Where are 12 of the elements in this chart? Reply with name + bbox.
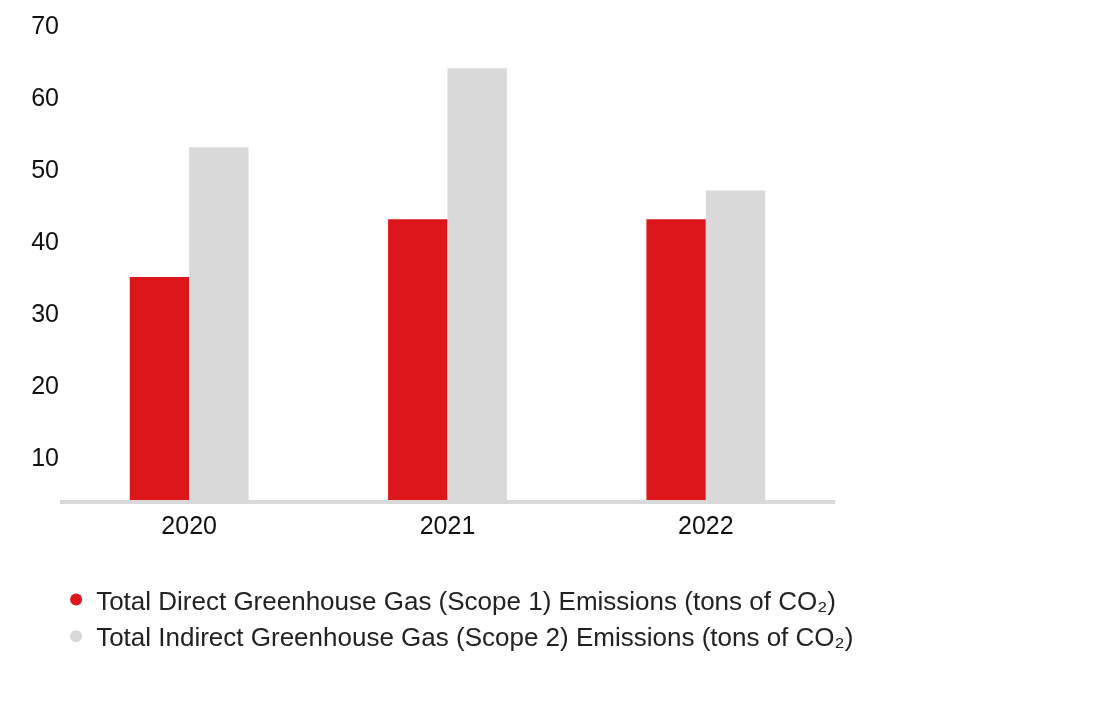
x-tick-label: 2021 (419, 511, 476, 539)
y-tick-label: 20 (31, 370, 59, 399)
y-tick-label: 40 (31, 226, 59, 255)
x-tick-label: 2020 (161, 511, 217, 539)
y-tick-label: 70 (31, 10, 59, 39)
y-tick-label: 10 (31, 442, 59, 471)
legend-label: Total Indirect Greenhouse Gas (Scope 2) Emissions (tons of CO₂) (96, 622, 854, 653)
y-tick-label: 30 (31, 298, 59, 327)
x-tick-label: 2022 (678, 511, 734, 539)
y-tick-label: 50 (31, 154, 59, 183)
legend-label: Total Direct Greenhouse Gas (Scope 1) Emissions (tons of CO₂) (96, 585, 836, 616)
y-tick-label: 60 (31, 82, 59, 111)
